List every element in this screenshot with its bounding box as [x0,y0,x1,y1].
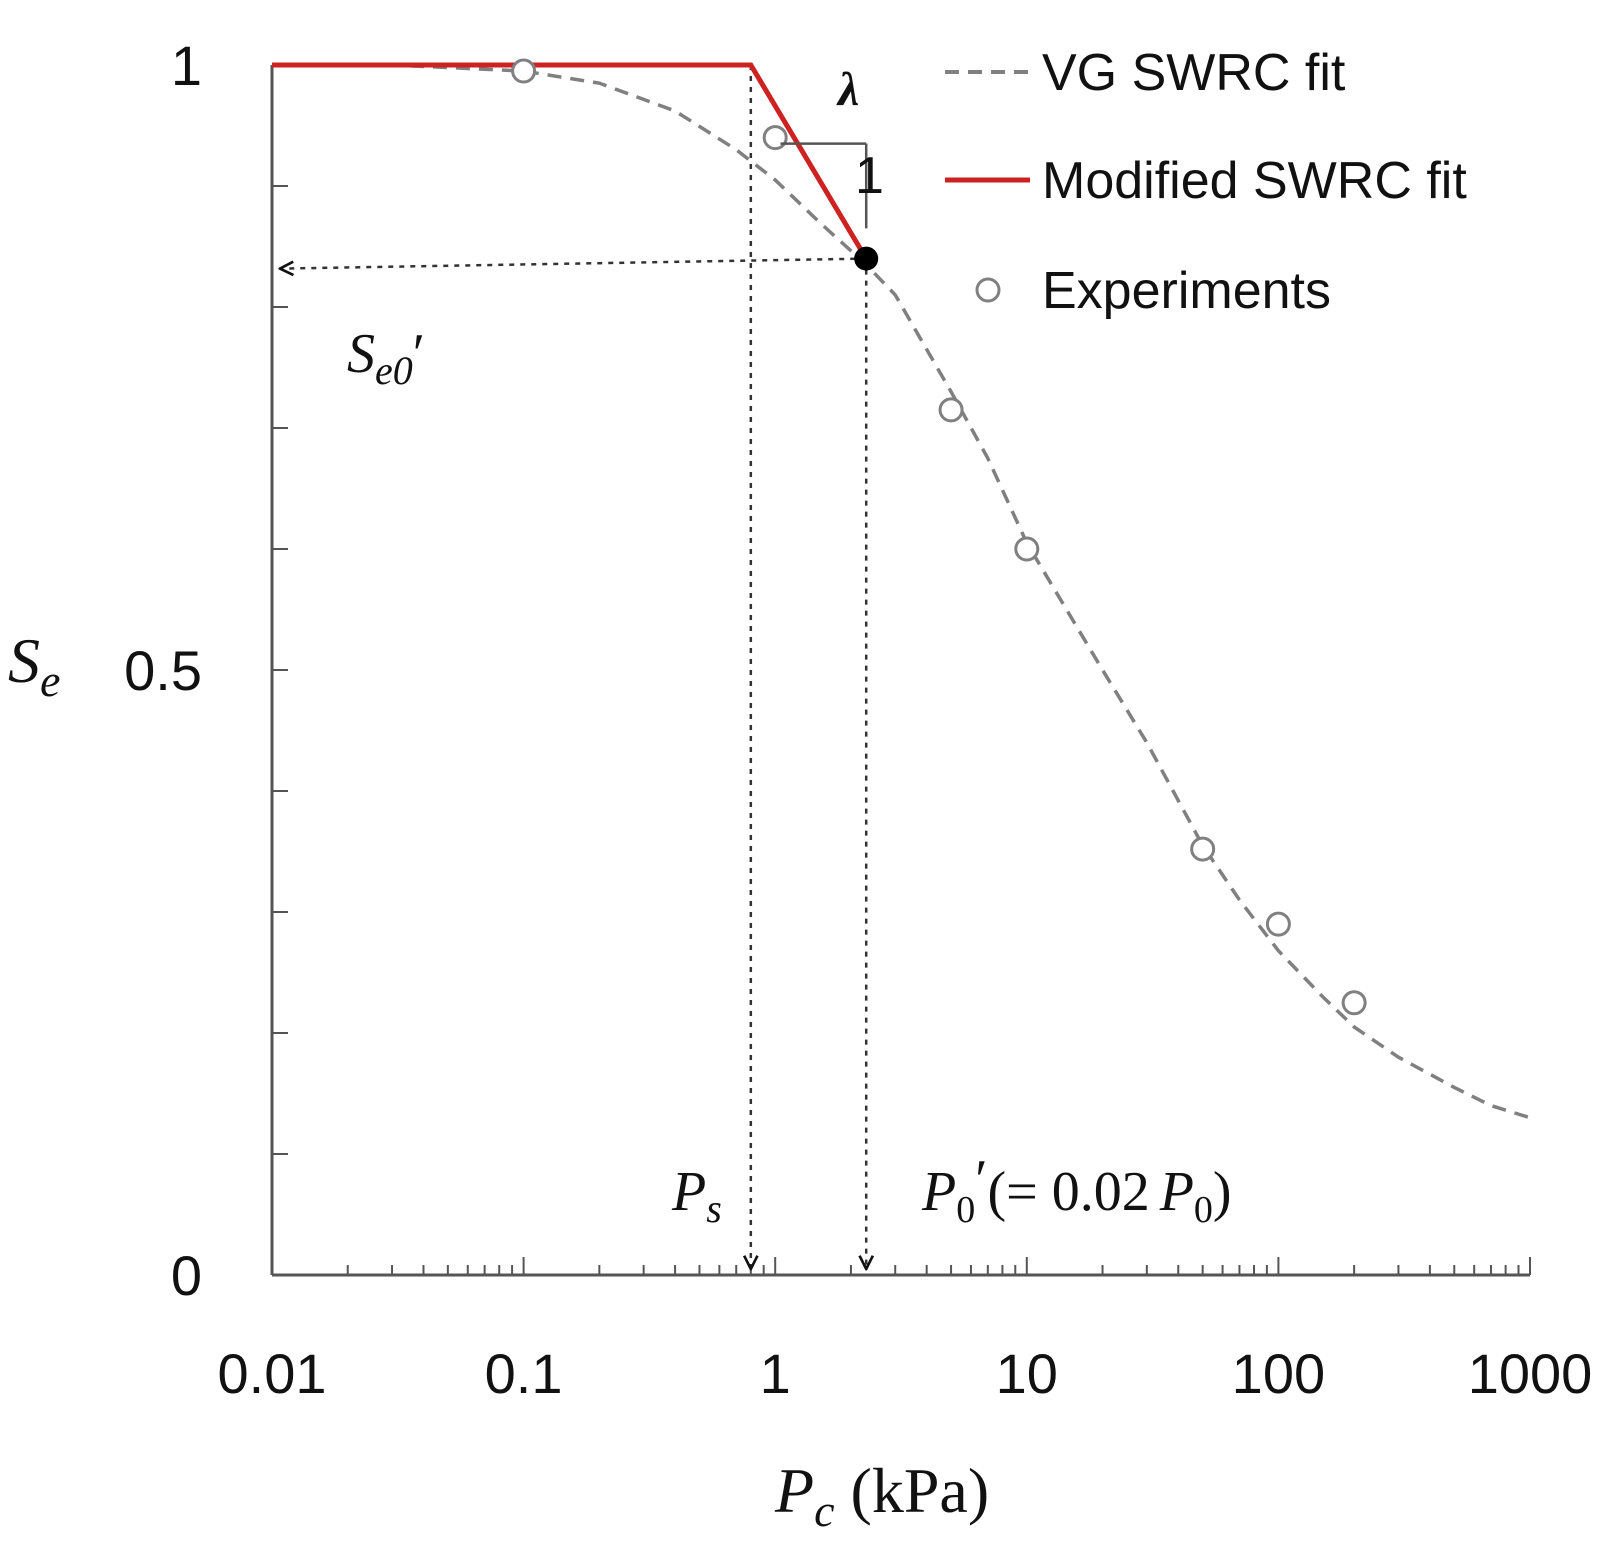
vg-swrc-fit-line [272,63,1531,1120]
p0p-sub2: 0 [1194,1189,1213,1231]
p0-prime-annotation: P0′(= 0.02 P0) [921,1149,1232,1231]
y-label-sub: e [40,655,60,706]
experiment-point [1341,990,1367,1016]
x-tick-labels: 0.01 0.1 1 10 100 1000 [218,1342,1593,1405]
se0p-prime: ′ [413,323,425,385]
slope-triangle [780,142,868,229]
x-label-unit: (kPa) [835,1455,990,1526]
experiment-point [1190,836,1216,862]
experiment-point [1265,911,1291,937]
legend-modified-label: Modified SWRC fit [1042,152,1467,210]
slope-lambda-label: λ [836,63,859,116]
experiment-point [511,58,537,84]
series-layer [272,58,1531,1120]
legend-vg-label: VG SWRC fit [1042,44,1346,102]
x-tick-label: 1 [760,1342,791,1405]
x-tick-label: 1000 [1468,1342,1593,1405]
p0-prime-point [854,246,879,271]
y-axis-label: Se [8,625,60,706]
experiment-point [938,397,964,423]
x-tick-label: 100 [1232,1342,1325,1405]
y-tick-label: 0.5 [124,639,202,702]
y-tick-label: 1 [171,34,202,97]
se0p-sub: e0 [375,348,413,393]
p0p-sub: 0 [956,1189,975,1231]
experiment-point [1014,536,1040,562]
p0p-paren-close: ) [1213,1161,1232,1223]
x-label-sub: c [814,1485,834,1536]
y-minor-ticks [272,64,288,1276]
p0p-paren-open: (= 0.02 [987,1161,1149,1223]
axes [270,65,1530,1277]
se0-prime-guide-line [280,257,867,269]
x-axis-label: Pc (kPa) [774,1455,989,1536]
y-tick-labels: 00.51 [124,34,202,1307]
legend-experiments-marker [975,277,1001,303]
y-label-main: S [8,625,40,696]
se0p-main: S [347,323,375,385]
se0-prime-annotation: Se0′ [347,323,425,393]
y-tick-label: 0 [171,1244,202,1307]
legend: VG SWRC fit Modified SWRC fit Experiment… [945,44,1467,320]
ps-annotation: Ps [671,1161,722,1231]
experiment-point [762,125,788,151]
p0p-prime: ′ [975,1149,987,1211]
slope-run-label: 1 [855,147,884,205]
x-minor-ticks [271,1257,1531,1275]
legend-experiments-label: Experiments [1042,262,1331,320]
guide-lines [280,65,866,1269]
ps-sub: s [706,1186,722,1231]
modified-swrc-fit-line [272,62,869,260]
x-tick-label: 0.01 [218,1342,327,1405]
x-label-main: P [774,1455,814,1526]
p0p-main: P [921,1161,956,1223]
x-tick-label: 0.1 [485,1342,563,1405]
x-tick-label: 10 [996,1342,1058,1405]
p0p-p: P [1159,1161,1194,1223]
ps-main: P [671,1161,706,1223]
